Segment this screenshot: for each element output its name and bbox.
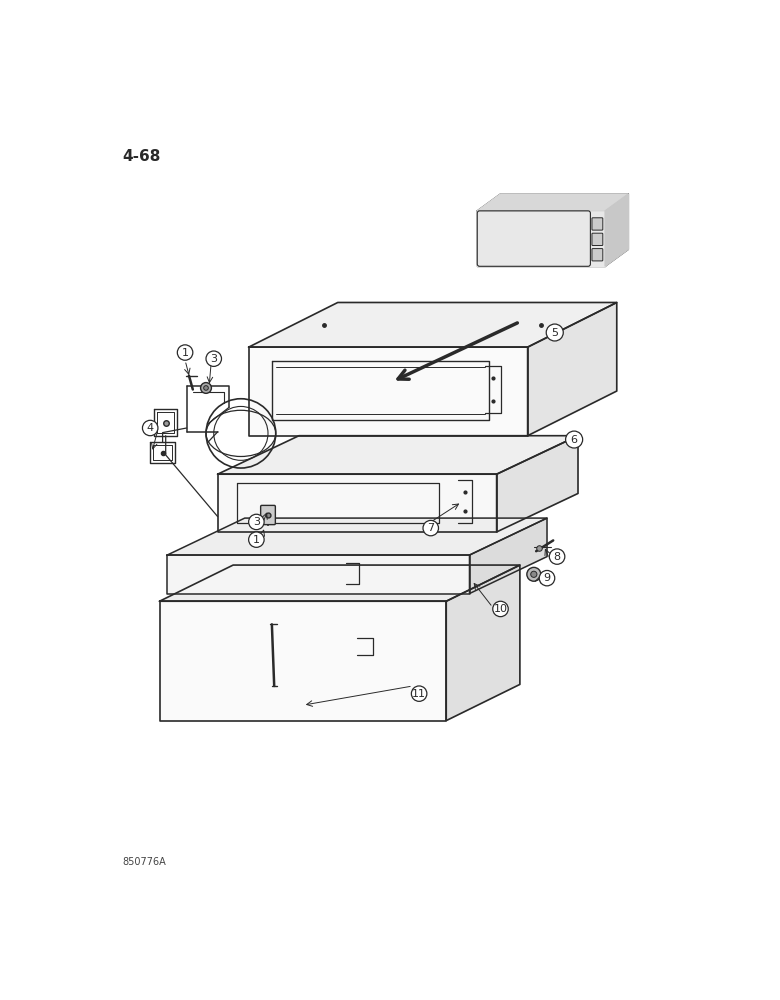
Polygon shape xyxy=(605,194,629,266)
Text: 850776A: 850776A xyxy=(122,857,166,867)
Circle shape xyxy=(539,570,555,586)
Circle shape xyxy=(423,520,438,536)
Text: 1: 1 xyxy=(182,348,189,358)
Polygon shape xyxy=(159,601,446,721)
Text: 3: 3 xyxy=(253,517,260,527)
Circle shape xyxy=(249,532,264,547)
Polygon shape xyxy=(470,518,547,594)
Circle shape xyxy=(549,549,565,564)
Circle shape xyxy=(530,571,537,577)
Circle shape xyxy=(200,383,211,393)
Polygon shape xyxy=(167,555,470,594)
Circle shape xyxy=(249,514,264,530)
Polygon shape xyxy=(249,302,617,347)
Circle shape xyxy=(206,351,222,366)
Text: 1: 1 xyxy=(253,535,260,545)
FancyBboxPatch shape xyxy=(592,218,603,230)
Text: 4-68: 4-68 xyxy=(122,149,161,164)
Polygon shape xyxy=(218,436,578,474)
Circle shape xyxy=(143,420,158,436)
Polygon shape xyxy=(167,518,547,555)
Circle shape xyxy=(566,431,583,448)
Text: 4: 4 xyxy=(147,423,154,433)
Circle shape xyxy=(546,324,563,341)
FancyBboxPatch shape xyxy=(261,505,275,525)
Text: 5: 5 xyxy=(551,328,558,338)
Circle shape xyxy=(204,386,208,390)
Text: 6: 6 xyxy=(571,435,578,445)
Polygon shape xyxy=(218,474,497,532)
Text: 10: 10 xyxy=(494,604,508,614)
Polygon shape xyxy=(249,347,527,436)
Text: 11: 11 xyxy=(412,689,426,699)
Circle shape xyxy=(493,601,509,617)
Circle shape xyxy=(177,345,193,360)
Text: 3: 3 xyxy=(211,354,218,364)
FancyBboxPatch shape xyxy=(592,249,603,261)
Polygon shape xyxy=(527,302,617,436)
FancyBboxPatch shape xyxy=(592,233,603,246)
Polygon shape xyxy=(477,194,629,211)
Polygon shape xyxy=(446,565,520,721)
Polygon shape xyxy=(477,211,605,266)
Polygon shape xyxy=(159,565,520,601)
Text: 7: 7 xyxy=(427,523,434,533)
Text: 8: 8 xyxy=(554,552,561,562)
Polygon shape xyxy=(497,436,578,532)
Circle shape xyxy=(526,567,541,581)
Text: 9: 9 xyxy=(544,573,551,583)
Circle shape xyxy=(411,686,427,701)
